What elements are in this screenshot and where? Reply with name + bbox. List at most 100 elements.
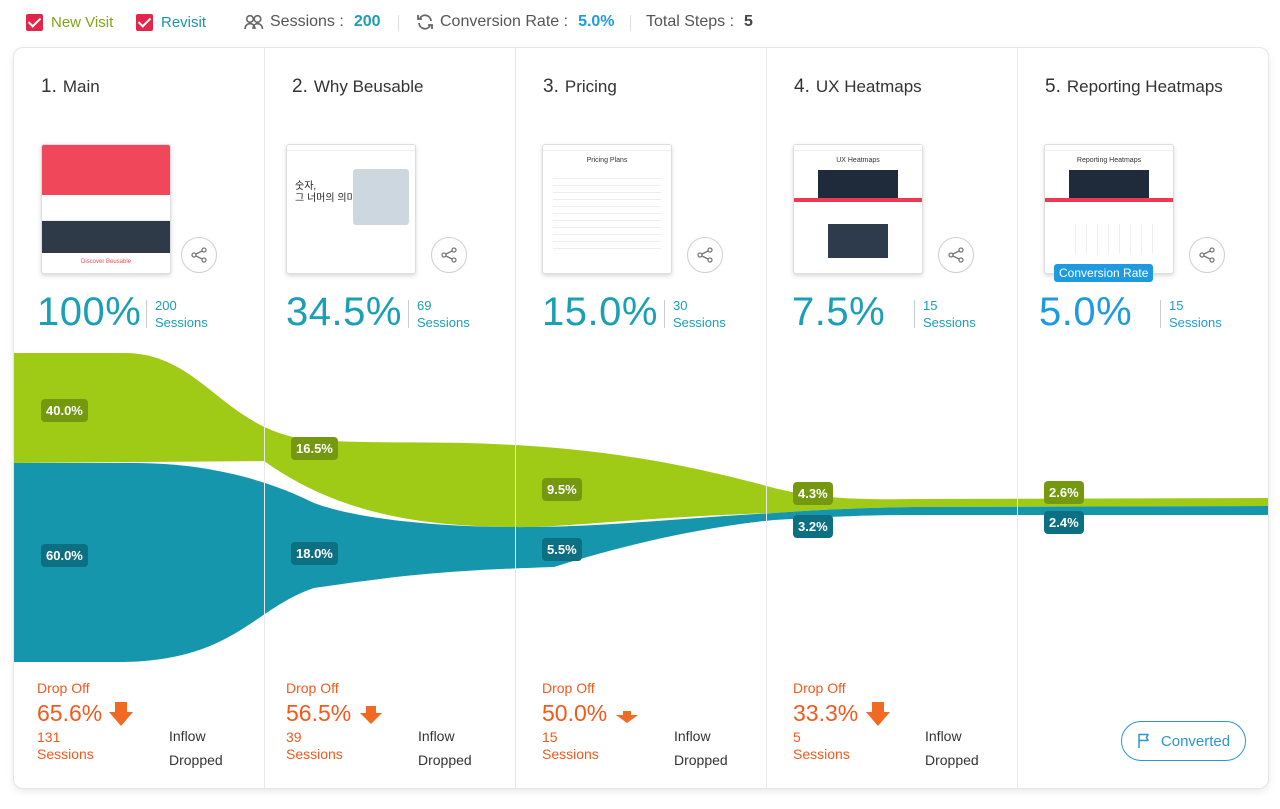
drop-off-block: Drop Off 65.6% 131 Sessions xyxy=(37,680,102,763)
new-visit-percent-label: 9.5% xyxy=(542,478,582,501)
sessions-count: 15 xyxy=(923,298,938,313)
step-title-reporting-heatmaps: 5. Reporting Heatmaps xyxy=(1045,76,1223,98)
user-flow-button[interactable] xyxy=(687,237,723,273)
total-steps-stat: Total Steps : 5 xyxy=(646,13,753,31)
new-visit-percent-label: 2.6% xyxy=(1044,481,1084,504)
step-thumbnail-pricing[interactable]: Pricing Plans xyxy=(542,144,672,274)
drop-off-block: Drop Off 50.0% 15 Sessions xyxy=(542,680,607,763)
thumb-charts xyxy=(1065,224,1153,254)
inflow-dropped-link[interactable]: Inflow Dropped xyxy=(674,724,728,772)
drop-sessions-count: 15 xyxy=(542,729,558,745)
conversion-value: 5.0% xyxy=(578,13,615,30)
thumb-screen xyxy=(818,170,898,198)
step-title-ux-heatmaps: 4. UX Heatmaps xyxy=(794,76,922,98)
step-thumbnail-reporting-heatmaps[interactable]: Reporting Heatmaps xyxy=(1044,144,1174,274)
revisit-percent-label: 5.5% xyxy=(542,538,582,561)
revisit-flow xyxy=(14,463,1268,662)
divider xyxy=(398,15,399,31)
thumb-title: Pricing Plans xyxy=(586,157,628,164)
column-divider xyxy=(766,48,767,788)
column-divider xyxy=(1017,48,1018,788)
step-name: Main xyxy=(62,77,100,96)
drop-off-sessions: 131 Sessions xyxy=(37,729,102,763)
thumb-table xyxy=(553,172,661,252)
thumb-headline: 숫자, 그 너머의 의미. xyxy=(295,181,359,204)
thumb-photo xyxy=(42,221,170,253)
flag-icon xyxy=(1138,733,1149,748)
share-icon xyxy=(441,247,457,263)
drop-off-block: Drop Off 33.3% 5 Sessions xyxy=(793,680,858,763)
inflow-dropped-link[interactable]: Inflow Dropped xyxy=(925,724,979,772)
step-percent: 100% xyxy=(37,290,142,334)
user-flow-button[interactable] xyxy=(431,237,467,273)
thumb-nav xyxy=(1045,145,1173,151)
step-sessions: 15 Sessions xyxy=(923,297,976,331)
thumb-screen xyxy=(1069,170,1149,198)
drop-arrow-icon xyxy=(109,702,133,726)
share-icon xyxy=(1199,247,1215,263)
dropped-label: Dropped xyxy=(169,752,223,768)
user-flow-button[interactable] xyxy=(1189,237,1225,273)
divider xyxy=(630,15,631,31)
conversion-label: Conversion Rate : xyxy=(440,13,569,30)
refresh-icon xyxy=(417,14,433,30)
step-number: 5. xyxy=(1045,76,1061,97)
divider xyxy=(1160,300,1161,328)
inflow-dropped-link[interactable]: Inflow Dropped xyxy=(418,724,472,772)
divider xyxy=(914,300,915,328)
step-number: 4. xyxy=(794,76,810,97)
thumb-stripe xyxy=(794,198,922,202)
drop-off-percent: 56.5% xyxy=(286,700,352,726)
steps-value: 5 xyxy=(744,13,753,30)
sessions-count: 69 xyxy=(417,298,432,313)
revisit-percent-label: 3.2% xyxy=(793,515,833,538)
checkbox-checked-icon xyxy=(136,14,153,31)
step-number: 2. xyxy=(292,76,308,97)
step-name: UX Heatmaps xyxy=(815,77,922,96)
new-visit-label: New Visit xyxy=(51,14,114,31)
share-icon xyxy=(191,247,207,263)
inflow-dropped-link[interactable]: Inflow Dropped xyxy=(169,724,223,772)
thumb-title: UX Heatmaps xyxy=(836,157,880,164)
new-visit-percent-label: 16.5% xyxy=(291,437,338,460)
drop-off-title: Drop Off xyxy=(37,680,90,696)
step-thumbnail-why-beusable[interactable]: 숫자, 그 너머의 의미. xyxy=(286,144,416,274)
user-flow-button[interactable] xyxy=(938,237,974,273)
drop-off-percent: 33.3% xyxy=(793,700,859,726)
drop-off-title: Drop Off xyxy=(542,680,595,696)
sessions-label: Sessions xyxy=(1169,315,1222,330)
new-visit-flow xyxy=(14,353,1268,528)
step-percent: 15.0% xyxy=(542,290,658,334)
step-thumbnail-ux-heatmaps[interactable]: UX Heatmaps xyxy=(793,144,923,274)
thumb-stripe xyxy=(1045,198,1173,202)
step-sessions: 69 Sessions xyxy=(417,297,470,331)
converted-label: Converted xyxy=(1160,732,1231,750)
step-name: Pricing xyxy=(564,77,617,96)
inflow-label: Inflow xyxy=(925,728,962,744)
sessions-label: Sessions xyxy=(155,315,208,330)
step-title-why-beusable: 2. Why Beusable xyxy=(292,76,423,98)
revisit-checkbox[interactable]: Revisit xyxy=(136,14,206,31)
drop-off-sessions: 39 Sessions xyxy=(286,729,351,763)
sessions-value: 200 xyxy=(353,13,381,30)
drop-off-title: Drop Off xyxy=(793,680,846,696)
step-sessions: 200 Sessions xyxy=(155,297,208,331)
sessions-label: Sessions xyxy=(923,315,976,330)
drop-off-percent: 50.0% xyxy=(542,700,608,726)
user-flow-button[interactable] xyxy=(181,237,217,273)
funnel-flow-chart xyxy=(14,353,1268,662)
divider xyxy=(664,300,665,328)
revisit-percent-label: 18.0% xyxy=(291,542,338,565)
drop-sessions-count: 5 xyxy=(793,729,801,745)
step-thumbnail-main[interactable]: Discover Beusable xyxy=(41,144,171,274)
thumb-logos xyxy=(42,195,170,221)
sessions-count: 15 xyxy=(1169,298,1184,313)
new-visit-checkbox[interactable]: New Visit xyxy=(26,14,113,31)
column-divider xyxy=(515,48,516,788)
step-number: 3. xyxy=(543,76,559,97)
drop-sessions-label: Sessions xyxy=(793,746,850,762)
converted-button[interactable]: Converted xyxy=(1121,721,1246,761)
dropped-label: Dropped xyxy=(674,752,728,768)
dropped-label: Dropped xyxy=(418,752,472,768)
thumb-footer-text: Discover Beusable xyxy=(80,259,132,265)
